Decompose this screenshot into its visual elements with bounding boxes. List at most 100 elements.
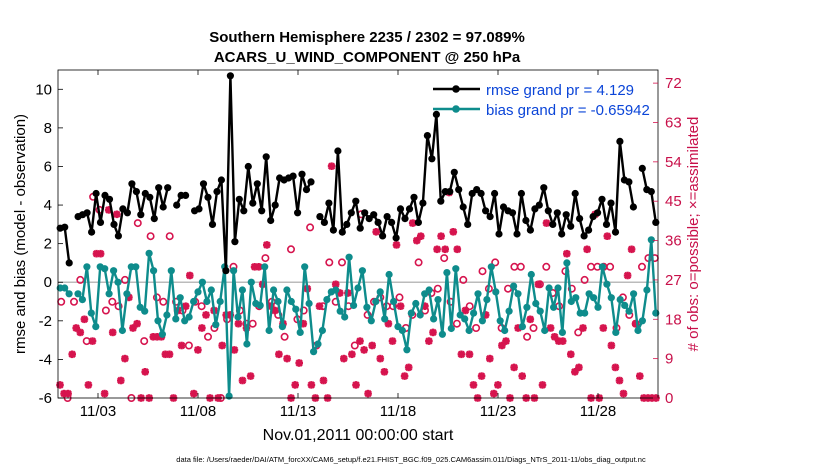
rmse-point <box>316 213 324 221</box>
assimilated-count-point <box>380 367 389 376</box>
assimilated-marker-stroke <box>182 302 190 310</box>
rmse-point <box>540 184 548 192</box>
y2-tick-label: 27 <box>665 272 682 289</box>
assimilated-marker-stroke <box>177 341 186 350</box>
assimilated-count-point <box>117 376 125 385</box>
assimilated-marker-stroke <box>563 250 571 258</box>
possible-count-point <box>146 232 155 241</box>
bias-point <box>532 299 540 308</box>
assimilated-marker-stroke <box>319 376 328 385</box>
assimilated-count-point <box>575 363 583 372</box>
rmse-point <box>602 220 611 228</box>
possible-count-point <box>574 328 583 337</box>
bias-point <box>61 284 69 292</box>
possible-count-point <box>414 258 423 267</box>
x-tick-label: 11/28 <box>580 403 616 420</box>
possible-count-point <box>395 293 404 302</box>
legend-bias-label: bias grand pr = -0.65942 <box>486 102 650 119</box>
assimilated-marker-stroke <box>307 381 316 389</box>
assimilated-count-point <box>352 381 360 389</box>
assimilated-marker-stroke <box>348 350 356 358</box>
chart-title-line1: Southern Hemisphere 2235 / 2302 = 97.089… <box>209 29 525 46</box>
assimilated-marker-stroke <box>486 354 494 363</box>
assimilated-count-point <box>400 372 409 380</box>
bias-point <box>563 259 571 267</box>
bias-point <box>310 348 318 356</box>
possible-count-point <box>516 262 525 271</box>
bias-point <box>598 263 607 271</box>
rmse-point <box>217 176 225 184</box>
rmse-point <box>164 184 172 192</box>
assimilated-marker-stroke <box>291 381 299 389</box>
rmse-point <box>213 188 221 196</box>
bias-point <box>216 297 224 306</box>
assimilated-count-point <box>441 245 450 254</box>
assimilated-marker-stroke <box>425 337 433 345</box>
assimilated-count-point <box>238 376 247 385</box>
rmse-point <box>150 215 158 223</box>
rmse-point <box>320 218 328 226</box>
bias-point <box>541 326 549 335</box>
assimilated-marker-stroke <box>283 354 291 363</box>
bias-point <box>363 303 371 311</box>
assimilated-count-point <box>627 245 636 254</box>
chart-title-line2: ACARS_U_WIND_COMPONENT @ 250 hPa <box>214 49 521 66</box>
rmse-point <box>432 110 440 118</box>
rmse-point <box>137 211 145 219</box>
rmse-point <box>204 193 212 201</box>
assimilated-marker-stroke <box>238 376 247 385</box>
bias-point <box>603 280 611 288</box>
rmse-point <box>414 218 422 226</box>
rmse-point <box>477 189 485 198</box>
assimilated-marker-stroke <box>255 263 263 271</box>
rmse-point <box>173 201 181 209</box>
assimilated-marker-stroke <box>384 320 393 328</box>
possible-count-point <box>280 332 289 341</box>
assimilated-count-point <box>88 337 97 345</box>
assimilated-count-point <box>457 350 466 359</box>
bias-point <box>225 392 233 400</box>
bias-point <box>407 309 415 317</box>
assimilated-marker-stroke <box>502 337 510 345</box>
left-y-axis: -6 -4 -2 0 2 4 6 8 10 <box>35 81 63 407</box>
rmse-point <box>343 220 351 228</box>
possible-count-point <box>491 258 500 267</box>
assimilated-count-point <box>218 341 226 350</box>
assimilated-count-point <box>494 381 502 389</box>
assimilated-count-point <box>619 389 628 398</box>
rmse-point <box>114 232 122 240</box>
rmse-point <box>611 228 620 236</box>
bias-point <box>621 301 629 309</box>
rmse-point <box>455 186 463 194</box>
assimilated-count-point <box>477 372 486 380</box>
rmse-point <box>379 232 387 240</box>
bias-point <box>509 282 518 290</box>
assimilated-count-point <box>603 232 612 240</box>
rmse-point <box>258 207 266 215</box>
possible-count-point <box>261 254 270 263</box>
assimilated-marker-stroke <box>263 241 271 249</box>
bias-point <box>105 290 113 298</box>
rmse-point <box>338 228 346 236</box>
possible-count-point <box>306 223 315 232</box>
rmse-point <box>159 203 167 211</box>
rmse-point <box>123 209 131 217</box>
y2-tick-label: 36 <box>665 233 682 250</box>
bias-point <box>296 328 304 336</box>
rmse-point <box>522 216 530 225</box>
bias-point <box>483 296 491 304</box>
assimilated-count-point <box>234 319 243 328</box>
possible-count-point <box>204 332 213 341</box>
assimilated-marker-stroke <box>461 306 470 315</box>
bias-point <box>354 284 362 292</box>
y2-tick-label: 45 <box>665 193 682 210</box>
bias-point <box>501 326 509 335</box>
rmse-point <box>253 180 261 188</box>
assimilated-count-point <box>360 346 368 354</box>
assimilated-marker-stroke <box>72 324 80 332</box>
rmse-point <box>132 188 140 196</box>
bias-point <box>643 286 651 294</box>
assimilated-count-point <box>607 341 616 350</box>
rmse-point <box>423 132 431 140</box>
